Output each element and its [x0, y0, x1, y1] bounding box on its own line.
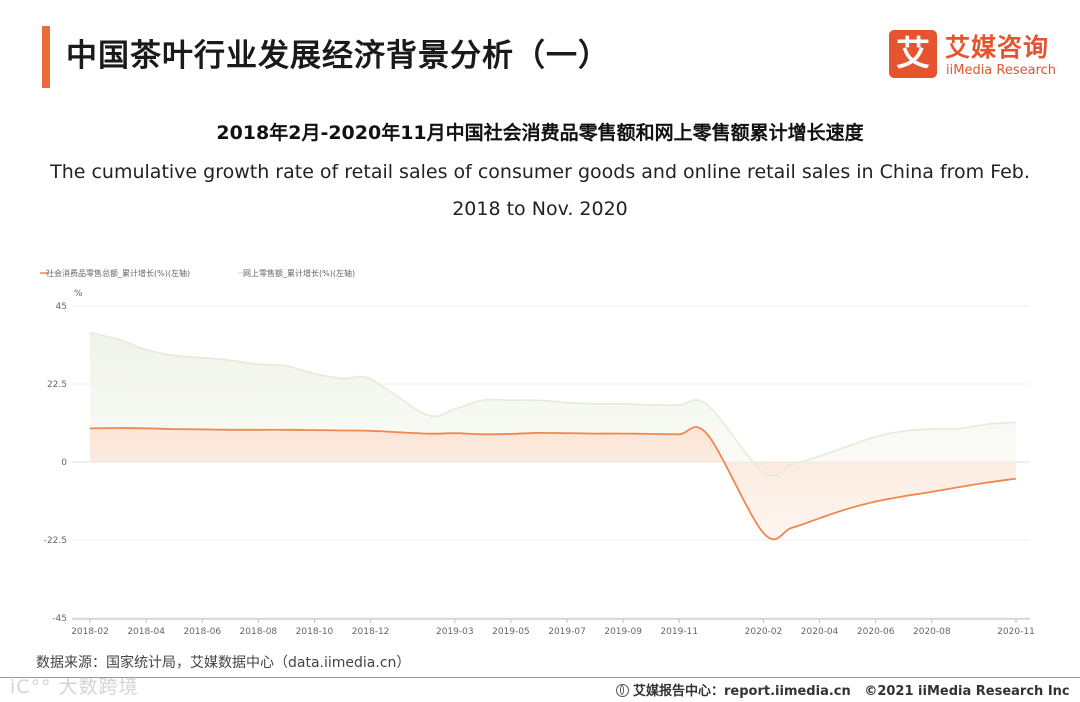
- chart-title: 2018年2月-2020年11月中国社会消费品零售额和网上零售额累计增长速度: [216, 122, 864, 144]
- y-tick-label: 22.5: [47, 380, 67, 390]
- x-tick-label: 2018-08: [240, 627, 278, 637]
- series-lines: [89, 331, 1017, 541]
- y-tick-label: -22.5: [44, 536, 67, 546]
- series-areas: [90, 332, 1016, 540]
- chart-subtitle: The cumulative growth rate of retail sal…: [50, 161, 1030, 220]
- x-axis: 2018-02 2018-04 2018-06 2018-08 2018-10 2018-…: [71, 618, 1035, 637]
- brand-logo: 艾 艾媒咨询 iiMedia Research: [889, 30, 1064, 82]
- y-axis-ticks: 45 22.5 0 -22.5 -45: [44, 302, 68, 624]
- x-tick-label: 2018-04: [127, 627, 165, 637]
- y-tick-label: 45: [56, 302, 67, 312]
- x-tick-label: 2020-06: [857, 627, 895, 637]
- legend-label: 社会消费品零售总额_累计增长(%)(左轴): [46, 268, 190, 278]
- y-tick-label: -45: [52, 614, 67, 624]
- footer: 艾媒报告中心：report.iimedia.cn ©2021 iiMedia R…: [616, 680, 1070, 699]
- logo-mark-icon: 艾: [889, 30, 937, 78]
- series-area: [90, 426, 1016, 540]
- x-tick-label: 2020-08: [913, 627, 951, 637]
- chart-legend: 社会消费品零售总额_累计增长(%)(左轴) 网上零售额_累计增长(%)(左轴): [40, 268, 355, 278]
- footer-divider: [0, 677, 1080, 678]
- globe-icon: [616, 684, 629, 697]
- title-accent-bar: [42, 26, 50, 88]
- series-line: [89, 331, 1017, 477]
- data-source: 数据来源：国家统计局，艾媒数据中心（data.iimedia.cn）: [36, 655, 411, 671]
- x-tick-label: 2018-02: [71, 627, 109, 637]
- x-tick-label: 2020-11: [997, 627, 1035, 637]
- x-tick-label: 2020-04: [801, 627, 839, 637]
- x-tick-label: 2019-11: [660, 627, 698, 637]
- legend-label: 网上零售额_累计增长(%)(左轴): [243, 268, 355, 278]
- line-chart: 社会消费品零售总额_累计增长(%)(左轴) 网上零售额_累计增长(%)(左轴) %…: [40, 268, 1035, 637]
- y-axis-label: %: [74, 289, 83, 299]
- page-title: 中国茶叶行业发展经济背景分析（一）: [66, 38, 610, 74]
- y-tick-label: 0: [61, 458, 67, 468]
- x-tick-label: 2019-05: [492, 627, 530, 637]
- watermark: iC°° 大数跨境: [10, 676, 139, 698]
- logo-text-en: iiMedia Research: [946, 63, 1057, 78]
- x-tick-label: 2018-12: [352, 627, 390, 637]
- report-center-link[interactable]: 艾媒报告中心：report.iimedia.cn: [633, 684, 851, 699]
- x-tick-label: 2018-10: [296, 627, 334, 637]
- series-line: [89, 426, 1017, 541]
- x-tick-label: 2019-07: [548, 627, 586, 637]
- x-tick-label: 2020-02: [745, 627, 783, 637]
- logo-text-cn: 艾媒咨询: [945, 33, 1050, 62]
- x-tick-label: 2018-06: [183, 627, 221, 637]
- x-tick-label: 2019-03: [436, 627, 474, 637]
- copyright: ©2021 iiMedia Research Inc: [864, 684, 1070, 699]
- x-tick-label: 2019-09: [604, 627, 642, 637]
